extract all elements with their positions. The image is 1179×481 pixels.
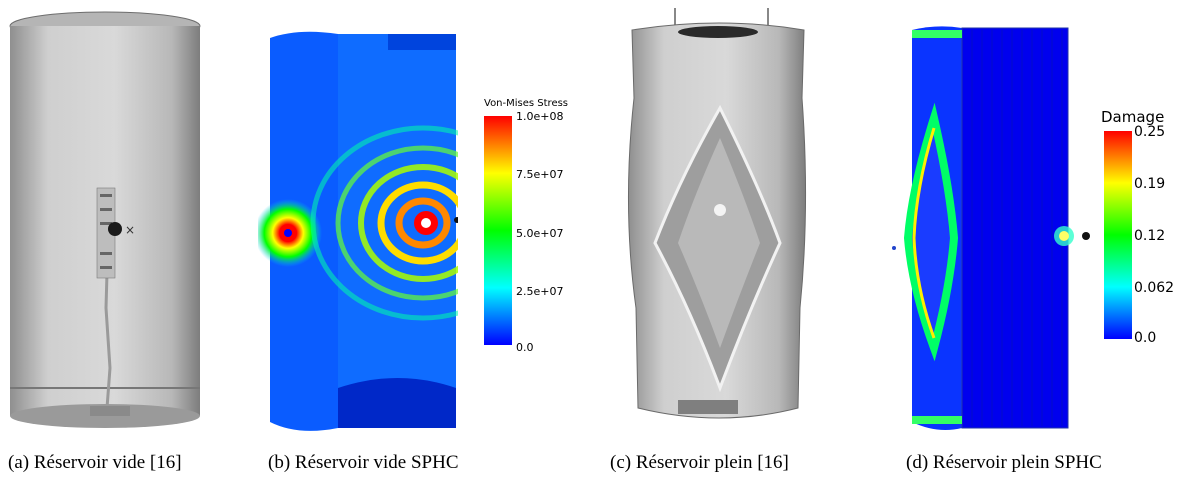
legend-b-tick: 1.0e+08 [516,110,564,123]
legend-d-tick: 0.25 [1134,124,1166,140]
caption-b: (b) Réservoir vide SPHC [268,452,459,473]
legend-b-tick: 7.5e+07 [516,168,564,181]
panel-c-tank-photo [627,8,807,419]
legend-d-title: Damage [1101,108,1165,126]
legend-b-tick: 2.5e+07 [516,285,564,298]
panel-a-tank-photo: × [9,11,201,428]
caption-a: (a) Réservoir vide [16] [8,452,182,473]
legend-b-tick: 5.0e+07 [516,227,564,240]
legend-d-tick: 0.19 [1134,176,1166,192]
panel-d-damage-field [892,26,1090,431]
legend-d-tick: 0.0 [1134,330,1157,346]
legend-d-tick: 0.12 [1134,228,1166,244]
legend-d-tick: 0.062 [1134,280,1175,296]
svg-text:×: × [125,223,135,237]
legend-b-tick: 0.0 [516,341,534,354]
caption-c: (c) Réservoir plein [16] [610,452,789,473]
caption-d: (d) Réservoir plein SPHC [906,452,1102,473]
legend-d-colorbar [1104,131,1132,339]
panel-b-stress-field [258,31,458,431]
legend-b-title: Von-Mises Stress [484,98,569,109]
legend-b-colorbar [484,116,512,345]
